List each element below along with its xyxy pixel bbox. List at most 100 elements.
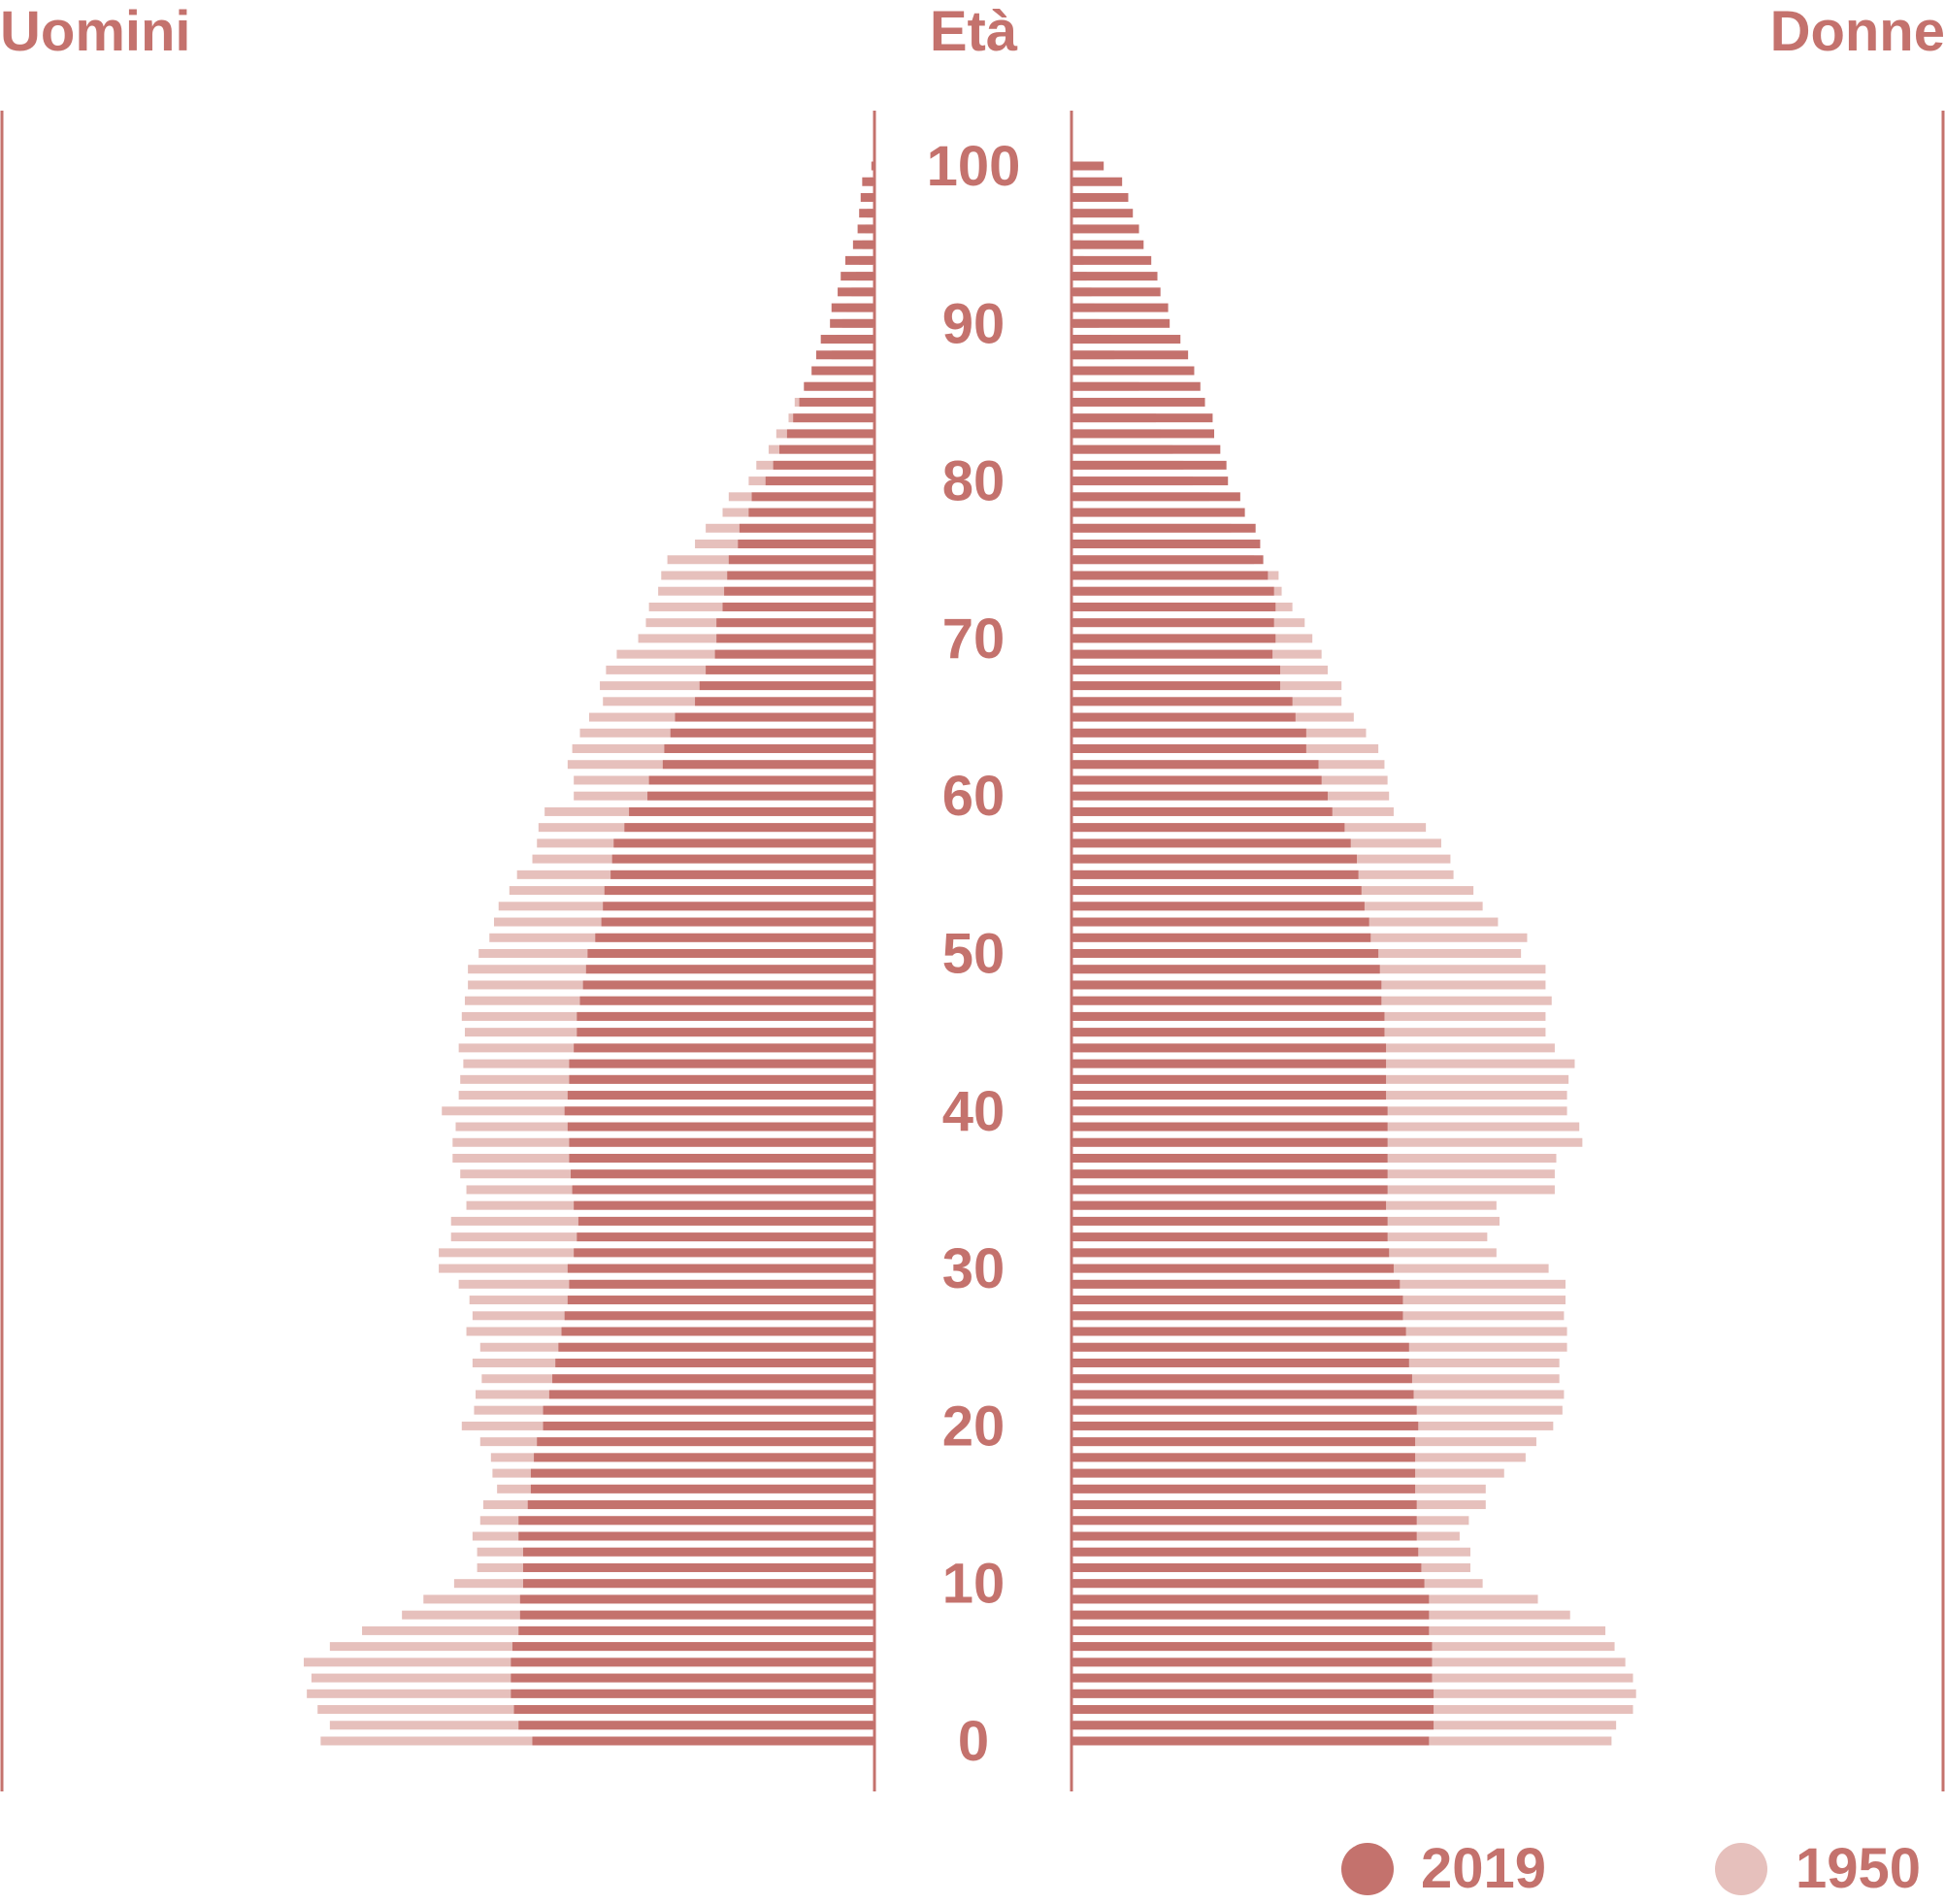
bar-2019-women-bar-age-98 — [1071, 192, 1129, 202]
bar-2019-women-bar-age-60 — [1071, 791, 1328, 801]
bar-2019-women-bar-age-53 — [1071, 902, 1365, 911]
bar-2019-women-bar-age-27 — [1071, 1311, 1403, 1321]
bar-2019-men-bar-age-18 — [534, 1453, 874, 1462]
legend-1950-label: 1950 — [1796, 1837, 1921, 1900]
bar-2019-men-bar-age-22 — [548, 1390, 874, 1399]
bar-2019-women-bar-age-25 — [1071, 1342, 1409, 1352]
bar-2019-women-bar-age-2 — [1071, 1705, 1434, 1715]
bar-2019-men-bar-age-66 — [695, 697, 874, 706]
bar-2019-men-bar-age-49 — [585, 965, 874, 974]
bar-2019-women-bar-age-74 — [1071, 571, 1269, 580]
bar-2019-men-bar-age-3 — [511, 1689, 874, 1698]
bar-2019-women-bar-age-36 — [1071, 1169, 1388, 1179]
bars-2019 — [511, 161, 1434, 1746]
bar-2019-men-bar-age-29 — [569, 1279, 874, 1289]
bar-2019-women-bar-age-75 — [1071, 555, 1264, 565]
bar-2019-women-bar-age-33 — [1071, 1216, 1388, 1226]
age-tick-90: 90 — [942, 292, 1005, 355]
legend: 2019 1950 — [1341, 1837, 1921, 1900]
bar-2019-men-bar-age-51 — [595, 933, 874, 942]
bar-2019-men-bar-age-100 — [871, 161, 874, 171]
bar-2019-women-bar-age-9 — [1071, 1594, 1430, 1604]
bar-2019-men-bar-age-65 — [675, 712, 874, 722]
bar-2019-men-bar-age-75 — [728, 555, 874, 565]
bar-2019-men-bar-age-54 — [604, 886, 874, 896]
bar-2019-women-bar-age-26 — [1071, 1327, 1406, 1336]
bar-2019-men-bar-age-13 — [518, 1531, 874, 1541]
bar-2019-men-bar-age-74 — [727, 571, 874, 580]
bar-2019-women-bar-age-94 — [1071, 255, 1152, 265]
bar-2019-men-bar-age-7 — [518, 1625, 874, 1635]
bar-2019-men-bar-age-4 — [511, 1673, 874, 1683]
bar-2019-women-bar-age-29 — [1071, 1279, 1401, 1289]
bar-2019-men-bar-age-0 — [532, 1736, 874, 1746]
age-tick-50: 50 — [942, 923, 1005, 986]
bar-2019-men-bar-age-82 — [778, 444, 874, 454]
legend-2019-label: 2019 — [1421, 1837, 1546, 1900]
bar-2019-women-bar-age-8 — [1071, 1610, 1430, 1620]
bar-2019-men-bar-age-94 — [844, 255, 874, 265]
bar-2019-men-bar-age-12 — [523, 1547, 874, 1557]
bar-2019-men-bar-age-69 — [714, 649, 874, 659]
bar-2019-men-bar-age-68 — [706, 665, 874, 674]
bar-2019-women-bar-age-78 — [1071, 508, 1245, 517]
bar-2019-women-bar-age-62 — [1071, 760, 1319, 770]
bar-2019-men-bar-age-8 — [519, 1610, 874, 1620]
bar-2019-women-bar-age-19 — [1071, 1437, 1416, 1447]
bar-2019-women-bar-age-91 — [1071, 303, 1169, 312]
age-tick-20: 20 — [942, 1395, 1005, 1458]
bar-2019-men-bar-age-47 — [579, 996, 874, 1005]
bar-2019-men-bar-age-31 — [574, 1248, 874, 1258]
bar-2019-women-bar-age-1 — [1071, 1721, 1434, 1730]
bar-2019-men-bar-age-19 — [537, 1437, 874, 1447]
bar-2019-women-bar-age-15 — [1071, 1500, 1417, 1510]
bar-2019-women-bar-age-57 — [1071, 838, 1351, 848]
bar-2019-men-bar-age-73 — [724, 586, 874, 596]
bar-2019-men-bar-age-21 — [543, 1405, 874, 1415]
bar-2019-men-bar-age-57 — [613, 838, 874, 848]
bar-2019-women-bar-age-37 — [1071, 1153, 1388, 1163]
bar-2019-men-bar-age-93 — [841, 272, 874, 281]
bar-2019-women-bar-age-77 — [1071, 523, 1256, 533]
bar-2019-women-bar-age-11 — [1071, 1562, 1422, 1572]
legend-2019-swatch — [1341, 1843, 1394, 1895]
bar-2019-women-bar-age-54 — [1071, 886, 1362, 896]
bar-2019-men-bar-age-76 — [738, 540, 874, 549]
bar-2019-women-bar-age-38 — [1071, 1137, 1388, 1147]
bar-2019-men-bar-age-43 — [569, 1059, 874, 1068]
bar-2019-men-bar-age-59 — [629, 806, 874, 816]
bar-2019-men-bar-age-27 — [564, 1311, 874, 1321]
bar-2019-men-bar-age-9 — [519, 1594, 874, 1604]
bar-2019-women-bar-age-12 — [1071, 1547, 1419, 1557]
bar-2019-women-bar-age-13 — [1071, 1531, 1417, 1541]
bar-2019-women-bar-age-0 — [1071, 1736, 1430, 1746]
bar-2019-women-bar-age-93 — [1071, 272, 1158, 281]
bar-2019-men-bar-age-63 — [664, 744, 874, 754]
bar-2019-men-bar-age-37 — [569, 1153, 874, 1163]
bar-2019-women-bar-age-51 — [1071, 933, 1371, 942]
bar-2019-women-bar-age-17 — [1071, 1468, 1416, 1478]
age-tick-80: 80 — [942, 450, 1005, 513]
age-tick-70: 70 — [942, 607, 1005, 671]
bar-2019-men-bar-age-6 — [511, 1642, 874, 1652]
bar-2019-men-bar-age-53 — [603, 902, 874, 911]
bar-2019-women-bar-age-89 — [1071, 335, 1181, 345]
bar-2019-women-bar-age-84 — [1071, 413, 1213, 423]
bar-2019-women-bar-age-65 — [1071, 712, 1296, 722]
bar-2019-women-bar-age-88 — [1071, 350, 1189, 360]
bar-2019-women-bar-age-82 — [1071, 444, 1221, 454]
bar-2019-men-bar-age-97 — [859, 209, 874, 218]
bar-2019-men-bar-age-58 — [624, 823, 874, 833]
bar-2019-women-bar-age-48 — [1071, 980, 1382, 990]
bar-2019-women-bar-age-28 — [1071, 1296, 1403, 1305]
bar-2019-men-bar-age-78 — [748, 508, 874, 517]
bar-2019-women-bar-age-52 — [1071, 917, 1369, 927]
bar-2019-men-bar-age-50 — [587, 949, 874, 958]
bar-2019-men-bar-age-39 — [567, 1122, 874, 1132]
bar-2019-men-bar-age-48 — [582, 980, 874, 990]
bar-2019-women-bar-age-3 — [1071, 1689, 1434, 1698]
bar-2019-women-bar-age-39 — [1071, 1122, 1388, 1132]
bar-2019-women-bar-age-99 — [1071, 177, 1123, 186]
bar-2019-men-bar-age-41 — [567, 1091, 874, 1100]
age-tick-0: 0 — [958, 1710, 989, 1773]
